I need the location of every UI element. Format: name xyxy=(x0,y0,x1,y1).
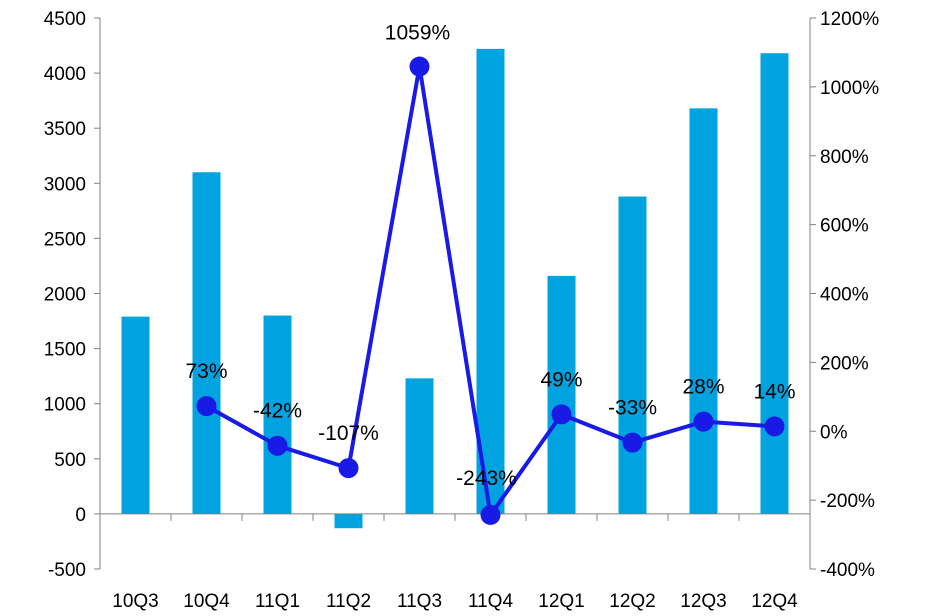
y-tick-label-right: 200% xyxy=(820,353,869,374)
y-tick-label-right: -200% xyxy=(820,491,875,512)
growth-label-11Q3: 1059% xyxy=(385,22,450,45)
x-tick-label-10Q3: 10Q3 xyxy=(112,591,158,612)
x-tick-label-10Q4: 10Q4 xyxy=(183,591,230,612)
bar-11Q2 xyxy=(334,513,363,529)
y-tick-label-left: 4000 xyxy=(44,64,86,85)
growth-label-12Q2: -33% xyxy=(608,397,657,420)
axes-layer: -500 0 500 1000 1500 2000 2500 3000 3500 4000 4500… xyxy=(44,9,880,612)
x-tick-label-11Q4: 11Q4 xyxy=(468,591,514,612)
growth-point-12Q2 xyxy=(622,432,643,453)
bar-10Q3 xyxy=(121,316,150,514)
bar-12Q3 xyxy=(689,108,718,514)
y-tick-label-left: 1500 xyxy=(44,340,86,361)
y-tick-label-right: -400% xyxy=(820,560,875,581)
line-layer xyxy=(196,56,785,525)
growth-point-11Q3 xyxy=(409,56,430,77)
growth-point-12Q3 xyxy=(693,411,714,432)
x-tick-label-12Q4: 12Q4 xyxy=(751,591,798,612)
y-tick-label-right: 800% xyxy=(820,147,869,168)
x-tick-label-12Q2: 12Q2 xyxy=(609,591,655,612)
growth-label-12Q3: 28% xyxy=(682,376,724,399)
bar-12Q2 xyxy=(618,196,647,514)
x-tick-label-11Q1: 11Q1 xyxy=(255,591,300,612)
y-tick-label-left: -500 xyxy=(48,560,86,581)
growth-label-12Q1: 49% xyxy=(540,368,582,391)
growth-point-12Q4 xyxy=(764,416,785,437)
bar-11Q3 xyxy=(405,378,434,514)
y-tick-label-left: 3000 xyxy=(44,174,86,195)
bar-12Q4 xyxy=(760,53,789,514)
growth-point-11Q4 xyxy=(480,504,501,525)
y-tick-label-left: 1000 xyxy=(44,395,86,416)
bar-11Q4 xyxy=(476,48,505,514)
bar-10Q4 xyxy=(192,172,221,514)
y-tick-label-left: 4500 xyxy=(44,9,86,30)
growth-label-11Q2: -107% xyxy=(318,422,379,445)
y-tick-label-right: 600% xyxy=(820,216,869,237)
y-tick-label-left: 3500 xyxy=(44,119,86,140)
growth-point-10Q4 xyxy=(196,396,217,417)
x-tick-label-12Q1: 12Q1 xyxy=(538,591,584,612)
growth-label-12Q4: 14% xyxy=(753,380,795,403)
bars-layer xyxy=(121,48,789,529)
growth-label-11Q4: -243% xyxy=(456,467,517,490)
growth-label-10Q4: 73% xyxy=(185,360,227,383)
y-tick-label-left: 0 xyxy=(75,505,86,526)
y-tick-label-right: 1000% xyxy=(820,78,879,99)
growth-point-12Q1 xyxy=(551,404,572,425)
y-tick-label-right: 0% xyxy=(820,422,848,443)
y-tick-label-left: 2000 xyxy=(44,285,86,306)
growth-label-11Q1: -42% xyxy=(253,400,302,423)
bar-12Q1 xyxy=(547,275,576,514)
x-tick-label-11Q2: 11Q2 xyxy=(326,591,371,612)
x-tick-label-11Q3: 11Q3 xyxy=(397,591,442,612)
bar-11Q1 xyxy=(263,315,292,514)
y-tick-label-left: 500 xyxy=(54,450,86,471)
x-tick-label-12Q3: 12Q3 xyxy=(680,591,726,612)
growth-point-11Q1 xyxy=(267,435,288,456)
y-tick-label-right: 1200% xyxy=(820,9,879,30)
growth-point-11Q2 xyxy=(338,458,359,479)
labels-layer: 73% -42% -107% 1059% -243% 49% -33% 28% 14% xyxy=(185,22,795,490)
y-tick-label-left: 2500 xyxy=(44,229,86,250)
y-tick-label-right: 400% xyxy=(820,285,869,306)
